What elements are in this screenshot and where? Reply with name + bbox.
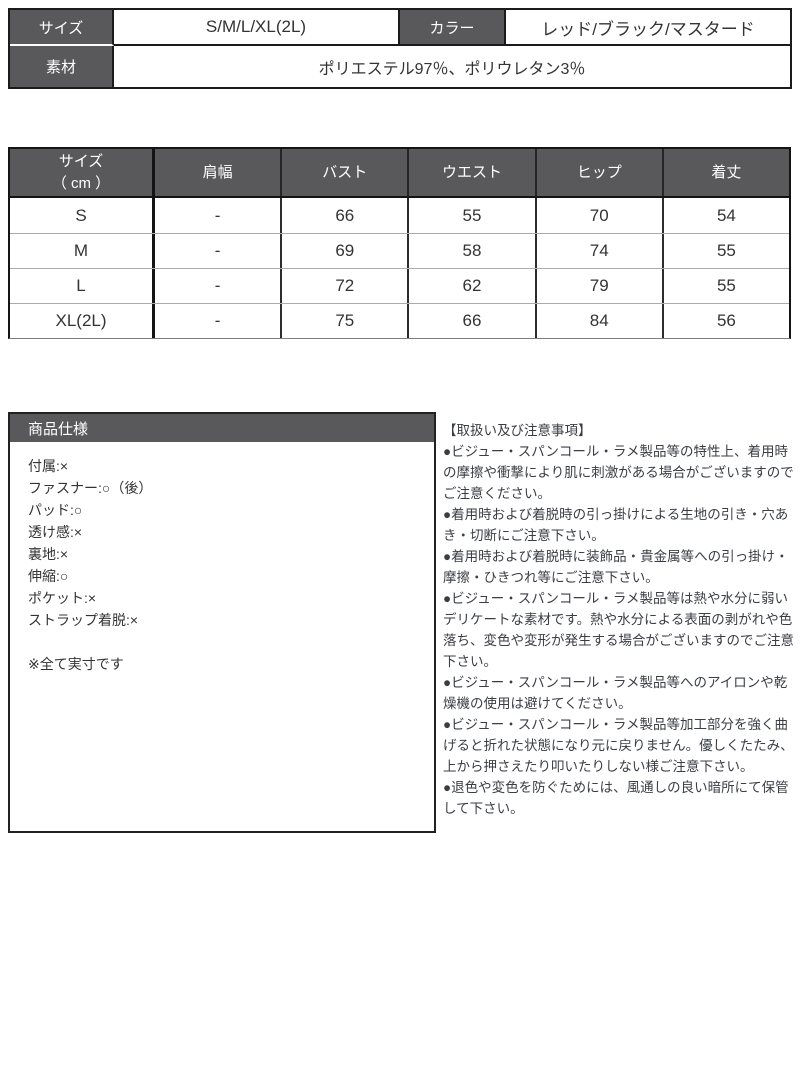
bust-cell: 72 (280, 269, 407, 303)
size-measurement-table: サイズ （ cm ） 肩幅 バスト ウエスト ヒップ 着丈 S - 66 55 … (8, 147, 791, 339)
size-header-line1: サイズ (58, 152, 104, 170)
waist-cell: 55 (407, 198, 534, 233)
shoulder-cell: - (214, 276, 221, 295)
handling-note-item: ●着用時および着脱時に装飾品・貴金属等への引っ掛け・摩擦・ひきつれ等にご注意下さ… (443, 549, 789, 585)
spec-item-pocket: ポケット:× (28, 590, 97, 606)
size-cm-header-cell: サイズ （ cm ） (10, 149, 155, 196)
size-name-cell: XL(2L) (10, 304, 155, 338)
spec-item-lining: 裏地:× (28, 546, 69, 562)
table-row-m: M - 69 58 74 55 (10, 233, 789, 268)
bust-header-cell: バスト (280, 149, 407, 196)
size-name-cell: S (10, 198, 155, 233)
handling-notes: 【取扱い及び注意事項】 ●ビジュー・スパンコール・ラメ製品等の特性上、着用時の摩… (443, 420, 796, 819)
handling-notes-title: 【取扱い及び注意事項】 (443, 423, 592, 438)
table-row: 素材 ポリエステル97％、ポリウレタン3％ (10, 46, 790, 87)
product-spec-box: 商品仕様 付属:× ファスナー:○（後） パッド:○ 透け感:× 裏地:× 伸縮… (8, 412, 436, 833)
size-value-cell: S/M/L/XL(2L) (114, 10, 398, 46)
spec-item-fastener: ファスナー:○（後） (28, 480, 153, 496)
length-cell: 56 (661, 304, 789, 338)
length-cell: 54 (661, 198, 789, 233)
bust-cell: 75 (280, 304, 407, 338)
hip-header-cell: ヒップ (534, 149, 662, 196)
handling-note-item: ●ビジュー・スパンコール・ラメ製品等の特性上、着用時の摩擦や衝撃により肌に刺激が… (443, 444, 794, 501)
product-summary-table: サイズ S/M/L/XL(2L) カラー レッド/ブラック/マスタード 素材 ポ… (8, 8, 792, 89)
waist-cell: 58 (407, 234, 534, 268)
table-row: サイズ S/M/L/XL(2L) カラー レッド/ブラック/マスタード (10, 10, 790, 46)
size-header-line2: （ cm ） (51, 174, 111, 192)
spec-item-sheerness: 透け感:× (28, 524, 83, 540)
spec-item-strap: ストラップ着脱:× (28, 612, 139, 628)
handling-note-item: ●着用時および着脱時の引っ掛けによる生地の引き・穴あき・切断にご注意下さい。 (443, 507, 789, 543)
hip-cell: 79 (534, 269, 662, 303)
length-cell: 55 (661, 234, 789, 268)
handling-note-item: ●退色や変色を防ぐためには、風通しの良い暗所にて保管して下さい。 (443, 780, 789, 816)
color-value-cell: レッド/ブラック/マスタード (506, 10, 790, 46)
waist-header-cell: ウエスト (407, 149, 534, 196)
shoulder-cell: - (214, 241, 221, 260)
size-name-cell: M (10, 234, 155, 268)
size-table-header-row: サイズ （ cm ） 肩幅 バスト ウエスト ヒップ 着丈 (10, 149, 789, 198)
actual-measurement-note: ※全て実寸です (28, 656, 124, 672)
spec-box-title: 商品仕様 (10, 414, 434, 442)
spec-item-stretch: 伸縮:○ (28, 568, 69, 584)
spec-item-accessories: 付属:× (28, 458, 69, 474)
spec-box-body: 付属:× ファスナー:○（後） パッド:○ 透け感:× 裏地:× 伸縮:○ ポケ… (10, 442, 434, 674)
handling-note-item: ●ビジュー・スパンコール・ラメ製品等は熱や水分に弱いデリケートな素材です。熱や水… (443, 591, 794, 669)
table-row-xl: XL(2L) - 75 66 84 56 (10, 303, 789, 338)
table-row-s: S - 66 55 70 54 (10, 198, 789, 233)
length-header-cell: 着丈 (661, 149, 789, 196)
material-value-cell: ポリエステル97％、ポリウレタン3％ (114, 46, 790, 87)
shoulder-cell: - (214, 205, 221, 225)
hip-cell: 84 (534, 304, 662, 338)
handling-note-item: ●ビジュー・スパンコール・ラメ製品等へのアイロンや乾燥機の使用は避けてください。 (443, 675, 788, 711)
bust-cell: 69 (280, 234, 407, 268)
shoulder-width-header-cell: 肩幅 (202, 163, 233, 181)
shoulder-cell: - (214, 311, 221, 330)
color-header-cell: カラー (398, 10, 506, 46)
bust-cell: 66 (280, 198, 407, 233)
handling-note-item: ●ビジュー・スパンコール・ラメ製品等加工部分を強く曲げると折れた状態になり元に戻… (443, 717, 794, 774)
hip-cell: 70 (534, 198, 662, 233)
waist-cell: 66 (407, 304, 534, 338)
size-name-cell: L (10, 269, 155, 303)
table-row-l: L - 72 62 79 55 (10, 268, 789, 303)
waist-cell: 62 (407, 269, 534, 303)
hip-cell: 74 (534, 234, 662, 268)
length-cell: 55 (661, 269, 789, 303)
spec-item-pad: パッド:○ (28, 502, 83, 518)
size-header-cell: サイズ (10, 10, 114, 46)
material-header-cell: 素材 (10, 46, 114, 87)
